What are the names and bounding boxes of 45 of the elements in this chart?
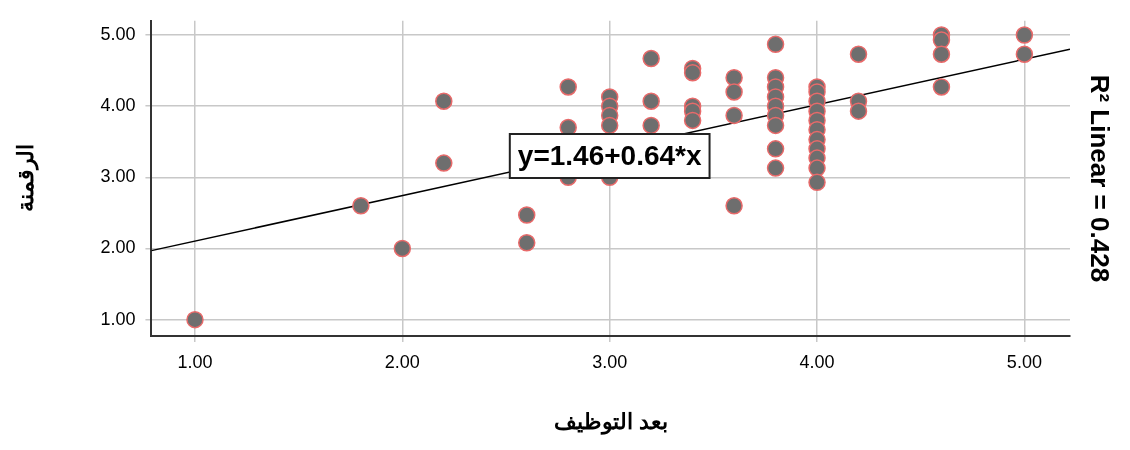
y-tick-label: 4.00: [100, 95, 136, 116]
point: [435, 154, 453, 172]
x-tick-label: 3.00: [592, 351, 628, 372]
point: [932, 45, 951, 63]
point: [725, 83, 743, 101]
y-tick-label: 2.00: [100, 237, 136, 258]
x-tick-label: 4.00: [799, 351, 835, 372]
point: [559, 78, 577, 96]
point: [766, 159, 785, 177]
annotation: y=1.46+0.64*x: [517, 139, 702, 171]
x-tick-label: 1.00: [177, 351, 213, 372]
point: [725, 68, 743, 87]
point: [683, 63, 702, 82]
point: [393, 239, 412, 258]
point: [725, 106, 743, 125]
text: R² Linear = 0.428: [1084, 74, 1115, 283]
point: [766, 140, 785, 158]
point: [932, 31, 951, 49]
point: [642, 49, 660, 68]
point: [352, 197, 370, 215]
point: [808, 159, 826, 177]
point: [517, 234, 536, 252]
y-tick-label: 3.00: [100, 166, 136, 187]
x-axis-title: بعد التوظيف: [553, 408, 668, 435]
point: [849, 102, 868, 120]
point: [808, 173, 826, 192]
point: [1015, 45, 1034, 63]
point: [766, 35, 785, 54]
point: [849, 45, 868, 63]
point: [642, 92, 660, 110]
point: [683, 111, 702, 130]
point: [186, 310, 204, 329]
x-tick-label: 2.00: [384, 351, 420, 372]
y-axis-title: الرقمنة: [13, 144, 40, 213]
point: [517, 206, 536, 224]
point: [435, 92, 453, 110]
point: [642, 116, 660, 135]
point: [725, 197, 743, 215]
point: [932, 78, 951, 96]
x-tick-label: 5.00: [1006, 351, 1042, 372]
point: [1015, 26, 1034, 44]
y-tick-label: 5.00: [100, 24, 136, 44]
point: [600, 116, 619, 135]
point: [766, 116, 785, 135]
y-tick-label: 1.00: [100, 308, 136, 329]
